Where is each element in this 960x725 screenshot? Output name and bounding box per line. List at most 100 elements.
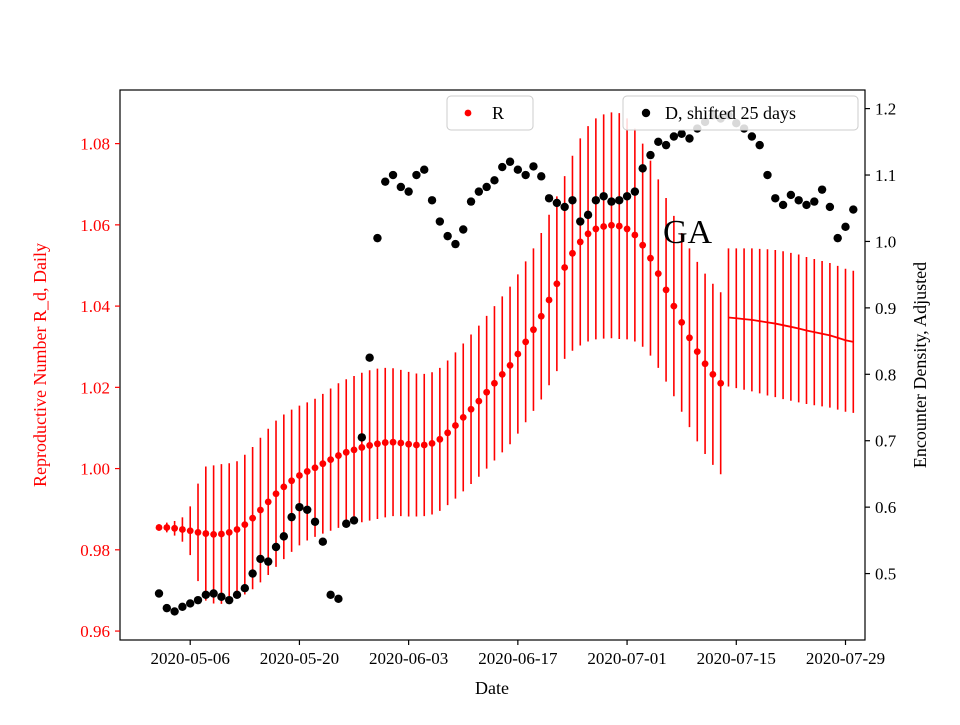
x-tick-label: 2020-07-29 <box>806 649 885 668</box>
y-left-tick-label: 0.98 <box>80 541 110 560</box>
d-point <box>552 198 562 208</box>
d-point <box>576 217 585 226</box>
r-point <box>397 439 405 447</box>
d-point <box>459 225 468 234</box>
r-point <box>569 249 576 257</box>
r-point <box>241 521 249 529</box>
r-point <box>350 446 358 454</box>
legend-d-marker-icon <box>641 108 651 118</box>
d-point <box>154 589 164 598</box>
legend-d-box <box>622 95 859 131</box>
d-point <box>638 164 647 173</box>
r-point <box>506 362 514 369</box>
r-point <box>717 379 725 387</box>
r-point <box>374 440 381 448</box>
r-point <box>186 527 194 535</box>
d-point <box>544 194 554 203</box>
y-left-tick-label: 1.02 <box>80 378 110 397</box>
d-point <box>669 132 679 141</box>
d-point <box>396 182 406 192</box>
y-right-tick-label: 0.5 <box>875 565 896 584</box>
d-point <box>490 176 499 185</box>
d-point <box>264 557 273 566</box>
r-point <box>288 477 296 485</box>
r-point <box>179 526 186 533</box>
d-point <box>404 187 413 196</box>
r-line <box>728 316 854 343</box>
d-point <box>466 197 476 206</box>
d-point <box>755 140 764 150</box>
r-point <box>218 530 225 538</box>
legend-r: R <box>446 95 534 131</box>
axes-frame <box>119 89 866 641</box>
legend-r-marker-icon <box>464 109 472 117</box>
d-point <box>482 182 491 192</box>
d-point <box>162 603 172 613</box>
d-point <box>271 542 281 552</box>
d-point <box>225 595 234 605</box>
y-left-tick-label: 1.08 <box>80 135 110 154</box>
r-point <box>483 388 491 396</box>
r-point <box>202 530 210 537</box>
d-point <box>303 505 312 515</box>
legend-d: D, shifted 25 days <box>622 95 859 131</box>
d-point <box>193 595 203 605</box>
state-annotation: GA <box>663 214 713 251</box>
legend-r-label: R <box>492 103 504 123</box>
r-point <box>639 241 647 249</box>
x-tick-label: 2020-07-15 <box>697 649 776 668</box>
d-point <box>646 150 655 160</box>
r-point <box>600 223 608 230</box>
r-point <box>358 444 366 451</box>
y-left-tick-label: 1.04 <box>80 297 110 316</box>
r-point <box>319 460 327 468</box>
d-point <box>295 502 304 512</box>
r-point <box>498 370 506 378</box>
d-point <box>568 196 577 205</box>
r-point <box>701 360 709 368</box>
d-point <box>505 157 515 166</box>
d-point <box>279 532 289 541</box>
r-point <box>171 524 179 532</box>
d-point <box>412 170 421 180</box>
r-point <box>210 530 218 538</box>
d-point <box>810 197 819 206</box>
r-point <box>584 230 592 238</box>
r-point <box>615 222 623 230</box>
r-point <box>155 524 163 531</box>
y-axis-left-label: Reproductive Number R_d, Daily <box>30 243 50 487</box>
d-point <box>599 192 608 201</box>
r-point <box>296 472 303 479</box>
r-point <box>163 524 171 531</box>
d-point <box>763 170 772 180</box>
r-point <box>592 225 600 233</box>
d-point <box>240 583 250 593</box>
y-left-tick-label: 1.06 <box>80 216 110 235</box>
d-point <box>326 590 335 600</box>
d-point <box>513 165 523 174</box>
r-point <box>405 440 413 448</box>
d-point <box>318 537 328 546</box>
r-point <box>491 379 498 387</box>
y-axis-right-label: Encounter Density, Adjusted <box>910 262 930 468</box>
d-point <box>630 187 640 196</box>
d-point <box>607 197 616 206</box>
x-tick-label: 2020-05-20 <box>260 649 339 668</box>
d-point <box>349 516 359 525</box>
y-left-tick-label: 0.96 <box>80 622 110 641</box>
d-point <box>427 196 437 205</box>
d-point <box>357 433 367 442</box>
y-left-tick-label: 1.00 <box>80 460 110 479</box>
d-point <box>825 202 835 212</box>
d-point <box>287 512 296 522</box>
r-point <box>420 441 428 449</box>
x-tick-label: 2020-06-17 <box>478 649 558 668</box>
r-point <box>545 296 553 304</box>
plot-area: 2020-05-06 2020-05-20 2020-06-03 2020-06-17… <box>80 89 897 668</box>
r-point <box>631 231 639 239</box>
d-point <box>786 190 796 200</box>
r-point <box>264 498 272 506</box>
d-point <box>388 170 398 180</box>
r-point <box>381 439 389 446</box>
d-point <box>685 134 694 143</box>
